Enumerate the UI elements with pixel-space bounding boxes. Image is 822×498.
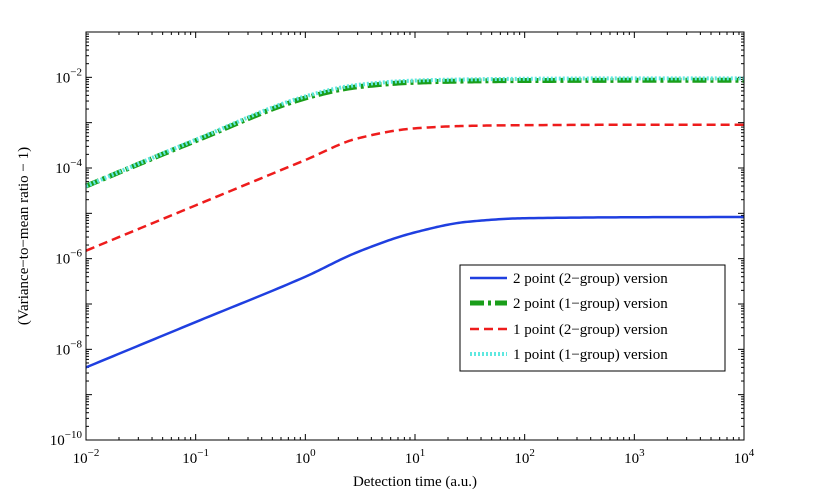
series-lines: [85, 76, 745, 369]
series-line-3: [85, 123, 744, 252]
series-line-2: [85, 77, 744, 189]
legend-label-1: 2 point (2−group) version: [513, 271, 668, 287]
plot-frame: [85, 31, 745, 441]
plot-background: [86, 32, 744, 440]
series-line-1: [85, 215, 745, 369]
y-tick-label: 10−2: [55, 66, 82, 86]
tick-labels: 10−2 10−1 100 101 102 103 104 10−10 10−8 10−6 10−4…: [50, 66, 755, 467]
x-tick-label: 101: [405, 447, 426, 467]
legend-label-4: 1 point (1−group) version: [513, 347, 668, 363]
legend-label-3: 1 point (2−group) version: [513, 322, 668, 338]
y-tick-label: 10−10: [50, 429, 83, 449]
y-axis-label: (Variance−to−mean ratio − 1): [16, 147, 32, 325]
x-tick-label: 100: [295, 447, 316, 467]
x-tick-label: 104: [734, 447, 755, 467]
x-tick-label: 102: [514, 447, 535, 467]
legend-label-2: 2 point (1−group) version: [513, 296, 668, 312]
x-tick-label: 103: [624, 447, 645, 467]
x-tick-label: 10−1: [182, 447, 209, 467]
x-axis-label: Detection time (a.u.): [353, 474, 477, 490]
legend: 2 point (2−group) version 2 point (1−grou…: [459, 264, 726, 372]
legend-box: [459, 264, 726, 372]
y-tick-label: 10−6: [55, 248, 82, 268]
series-line-4: [85, 76, 744, 188]
x-tick-label: 10−2: [73, 447, 100, 467]
y-tick-label: 10−8: [55, 338, 82, 358]
y-tick-label: 10−4: [55, 157, 82, 177]
